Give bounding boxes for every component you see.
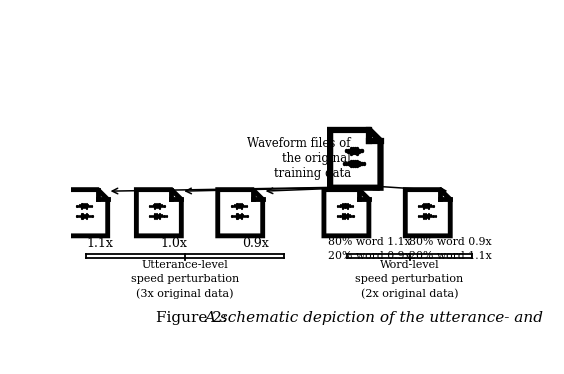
Polygon shape — [406, 190, 450, 236]
Text: A schematic depiction of the utterance- and: A schematic depiction of the utterance- … — [204, 311, 543, 325]
Text: Waveform files of
the original
training data: Waveform files of the original training … — [247, 137, 351, 180]
Text: Utterance-level
speed perturbation
(3x original data): Utterance-level speed perturbation (3x o… — [131, 260, 239, 299]
Polygon shape — [136, 190, 181, 236]
Text: 80% word 1.1x
20% word 0.9x: 80% word 1.1x 20% word 0.9x — [328, 237, 410, 261]
Polygon shape — [330, 130, 381, 188]
Text: 1.1x: 1.1x — [87, 237, 114, 250]
Polygon shape — [218, 190, 263, 236]
Polygon shape — [324, 190, 369, 236]
Polygon shape — [63, 190, 108, 236]
Text: 80% word 0.9x
20% word 1.1x: 80% word 0.9x 20% word 1.1x — [409, 237, 492, 261]
Text: Figure 2:: Figure 2: — [156, 311, 232, 325]
Text: Word-level
speed perturbation
(2x original data): Word-level speed perturbation (2x origin… — [355, 260, 464, 299]
Text: 1.0x: 1.0x — [160, 237, 187, 250]
Text: 0.9x: 0.9x — [242, 237, 268, 250]
